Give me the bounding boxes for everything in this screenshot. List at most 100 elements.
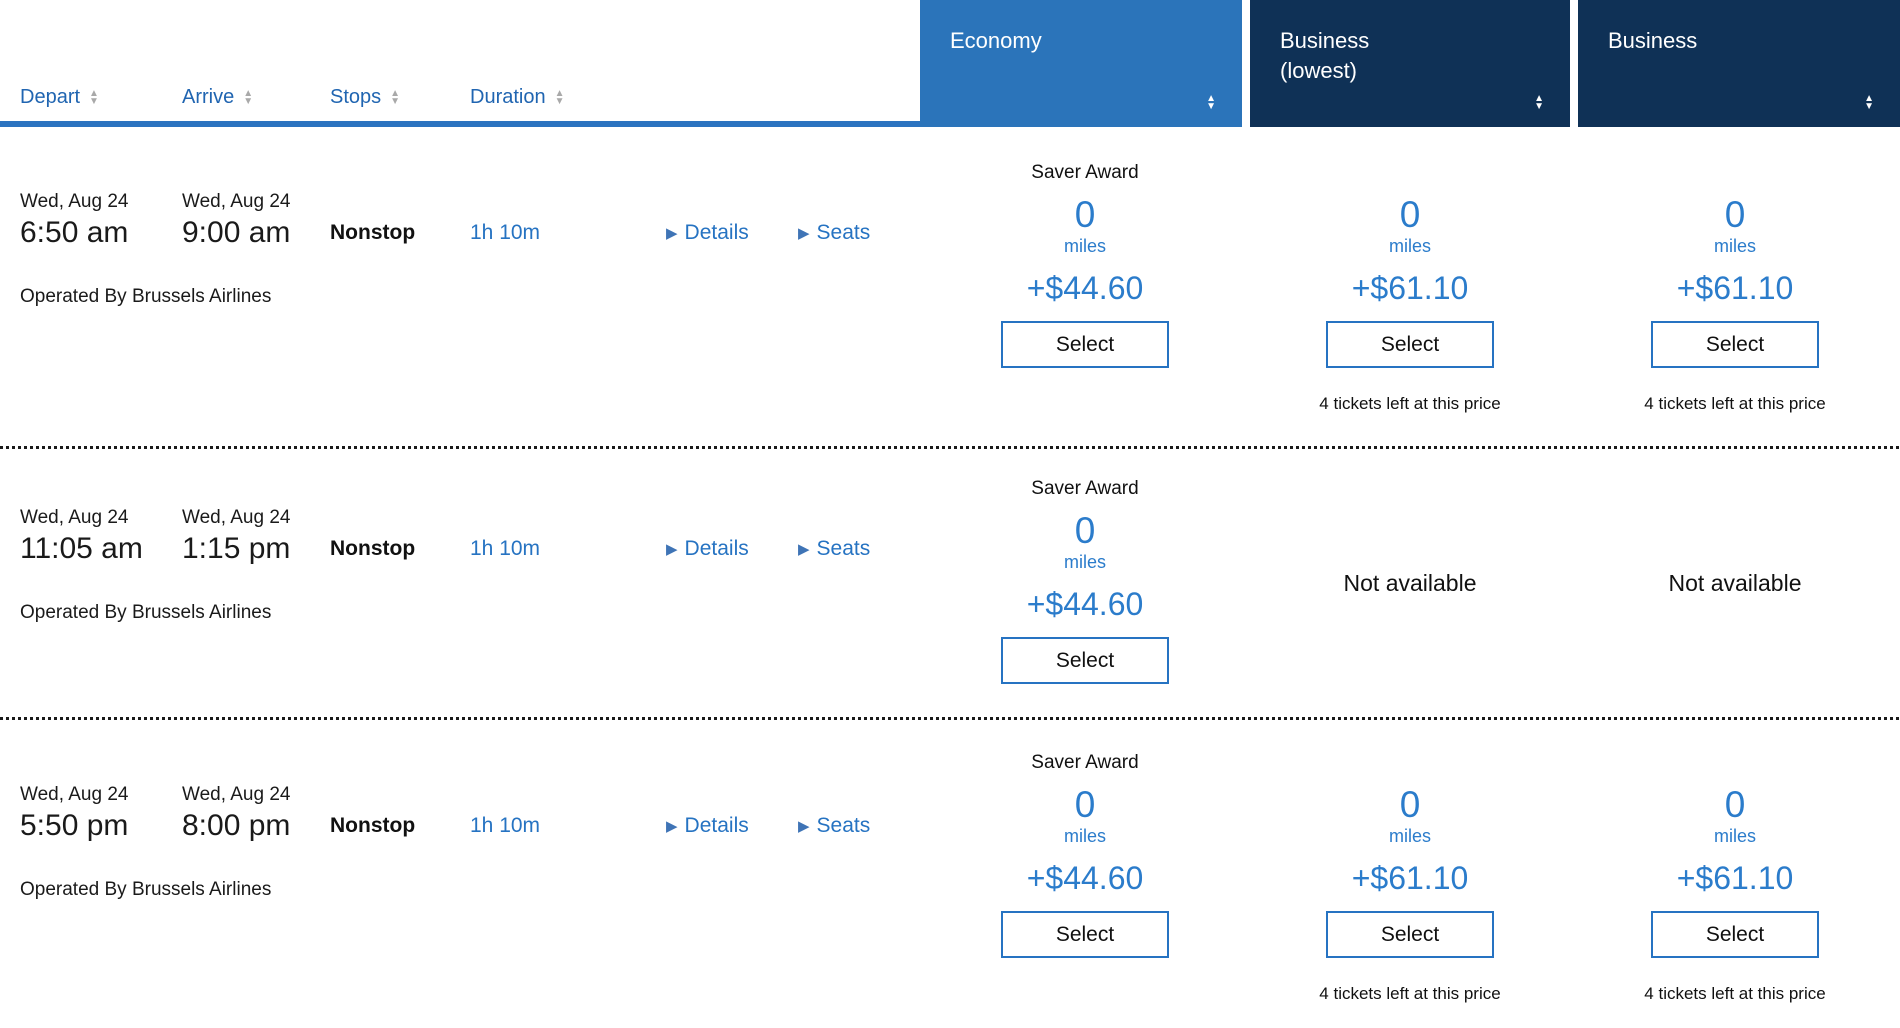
- results-header-row: Depart Arrive Stops Duration Economy Bus…: [0, 0, 1900, 127]
- arrive-date: Wed, Aug 24: [182, 507, 291, 528]
- seats-link[interactable]: Seats: [798, 537, 871, 566]
- fare-cell-economy: Saver Award 0 miles +$44.60 Select: [920, 720, 1250, 1028]
- fare-cell-economy: Saver Award 0 miles +$44.60 Select: [920, 127, 1250, 446]
- arrive-date: Wed, Aug 24: [182, 784, 291, 805]
- arrive-header-label: Arrive: [182, 86, 235, 108]
- miles-unit-label: miles: [1063, 236, 1106, 256]
- duration-header-label: Duration: [470, 86, 546, 108]
- miles-value: 0: [1399, 784, 1421, 825]
- tickets-left-note: 4 tickets left at this price: [1644, 394, 1826, 413]
- select-button[interactable]: Select: [1651, 321, 1819, 368]
- details-label: Details: [684, 221, 749, 244]
- select-button[interactable]: Select: [1651, 911, 1819, 958]
- miles-value: 0: [1399, 194, 1421, 235]
- expand-arrow-icon: [666, 224, 678, 242]
- depart-time: 5:50 pm: [20, 809, 129, 842]
- business-lowest-header-label: Business: [1280, 28, 1370, 53]
- sort-icon[interactable]: [89, 90, 99, 106]
- copay-price: +$61.10: [1351, 860, 1469, 896]
- fare-cell-business-lowest: 0 miles +$61.10 Select 4 tickets left at…: [1250, 720, 1570, 1028]
- miles-value: 0: [1724, 194, 1746, 235]
- expand-arrow-icon: [798, 817, 810, 835]
- flight-row: Wed, Aug 24 5:50 pm Wed, Aug 24 8:00 pm …: [0, 720, 1900, 1028]
- select-button[interactable]: Select: [1326, 911, 1494, 958]
- stops-value: Nonstop: [330, 221, 416, 244]
- sort-icon[interactable]: [243, 90, 253, 106]
- duration-link[interactable]: 1h 10m: [470, 221, 541, 244]
- depart-cell: Wed, Aug 24 6:50 am: [20, 191, 182, 250]
- miles-value: 0: [1074, 510, 1096, 551]
- fare-cell-business-lowest: Not available: [1250, 449, 1570, 717]
- fare-cell-business: 0 miles +$61.10 Select 4 tickets left at…: [1570, 720, 1900, 1028]
- arrive-date: Wed, Aug 24: [182, 191, 291, 212]
- arrive-cell: Wed, Aug 24 9:00 am: [182, 191, 330, 250]
- flight-info: Wed, Aug 24 5:50 pm Wed, Aug 24 8:00 pm …: [0, 720, 920, 1028]
- details-link[interactable]: Details: [666, 537, 798, 566]
- duration-link[interactable]: 1h 10m: [470, 814, 541, 837]
- expand-arrow-icon: [798, 224, 810, 242]
- sort-icon[interactable]: [390, 90, 400, 106]
- tickets-left-note: 4 tickets left at this price: [1644, 984, 1826, 1003]
- miles-unit-label: miles: [1388, 826, 1431, 846]
- flight-info-header: Depart Arrive Stops Duration: [0, 0, 920, 127]
- sort-header-stops[interactable]: Stops: [330, 86, 470, 109]
- details-link[interactable]: Details: [666, 814, 798, 843]
- not-available-label: Not available: [1343, 569, 1477, 596]
- fare-cell-business-lowest: 0 miles +$61.10 Select 4 tickets left at…: [1250, 127, 1570, 446]
- copay-price: +$61.10: [1676, 860, 1794, 896]
- sort-header-arrive[interactable]: Arrive: [182, 86, 330, 109]
- miles-unit-label: miles: [1063, 552, 1106, 572]
- arrive-time: 1:15 pm: [182, 532, 291, 565]
- fare-cell-business: 0 miles +$61.10 Select 4 tickets left at…: [1570, 127, 1900, 446]
- seats-label: Seats: [816, 221, 871, 244]
- economy-header-label: Economy: [950, 28, 1042, 53]
- sort-icon[interactable]: [555, 90, 565, 106]
- select-button[interactable]: Select: [1001, 911, 1169, 958]
- award-type-label: Saver Award: [1031, 162, 1139, 183]
- flight-info: Wed, Aug 24 11:05 am Wed, Aug 24 1:15 pm…: [0, 449, 920, 717]
- sort-icon[interactable]: [1534, 95, 1544, 111]
- select-button[interactable]: Select: [1326, 321, 1494, 368]
- depart-time: 6:50 am: [20, 216, 129, 249]
- depart-time: 11:05 am: [20, 532, 143, 565]
- arrive-time: 9:00 am: [182, 216, 291, 249]
- operated-by-note: Operated By Brussels Airlines: [20, 602, 272, 623]
- seats-link[interactable]: Seats: [798, 221, 871, 250]
- sort-icon[interactable]: [1864, 95, 1874, 111]
- fare-header-economy[interactable]: Economy: [920, 0, 1242, 127]
- fare-cell-economy: Saver Award 0 miles +$44.60 Select: [920, 449, 1250, 717]
- stops-value: Nonstop: [330, 537, 416, 560]
- stops-value: Nonstop: [330, 814, 416, 837]
- copay-price: +$44.60: [1026, 586, 1144, 622]
- depart-cell: Wed, Aug 24 11:05 am: [20, 507, 182, 566]
- operated-by-note: Operated By Brussels Airlines: [20, 879, 272, 900]
- miles-unit-label: miles: [1713, 826, 1756, 846]
- flight-row: Wed, Aug 24 6:50 am Wed, Aug 24 9:00 am …: [0, 127, 1900, 446]
- copay-price: +$44.60: [1026, 860, 1144, 896]
- duration-link[interactable]: 1h 10m: [470, 537, 541, 560]
- details-link[interactable]: Details: [666, 221, 798, 250]
- miles-unit-label: miles: [1713, 236, 1756, 256]
- seats-link[interactable]: Seats: [798, 814, 871, 843]
- depart-date: Wed, Aug 24: [20, 784, 129, 805]
- details-label: Details: [684, 537, 749, 560]
- arrive-cell: Wed, Aug 24 8:00 pm: [182, 784, 330, 843]
- sort-icon[interactable]: [1206, 95, 1216, 111]
- fare-header-business[interactable]: Business: [1578, 0, 1900, 127]
- arrive-time: 8:00 pm: [182, 809, 291, 842]
- stops-header-label: Stops: [330, 86, 382, 108]
- seats-label: Seats: [816, 537, 871, 560]
- copay-price: +$44.60: [1026, 270, 1144, 306]
- select-button[interactable]: Select: [1001, 321, 1169, 368]
- business-header-label: Business: [1608, 28, 1698, 53]
- tickets-left-note: 4 tickets left at this price: [1319, 984, 1501, 1003]
- depart-header-label: Depart: [20, 86, 81, 108]
- copay-price: +$61.10: [1676, 270, 1794, 306]
- details-label: Details: [684, 814, 749, 837]
- fare-header-business-lowest[interactable]: Business (lowest): [1250, 0, 1570, 127]
- miles-value: 0: [1724, 784, 1746, 825]
- sort-header-duration[interactable]: Duration: [470, 86, 565, 109]
- select-button[interactable]: Select: [1001, 637, 1169, 684]
- sort-header-depart[interactable]: Depart: [20, 86, 182, 109]
